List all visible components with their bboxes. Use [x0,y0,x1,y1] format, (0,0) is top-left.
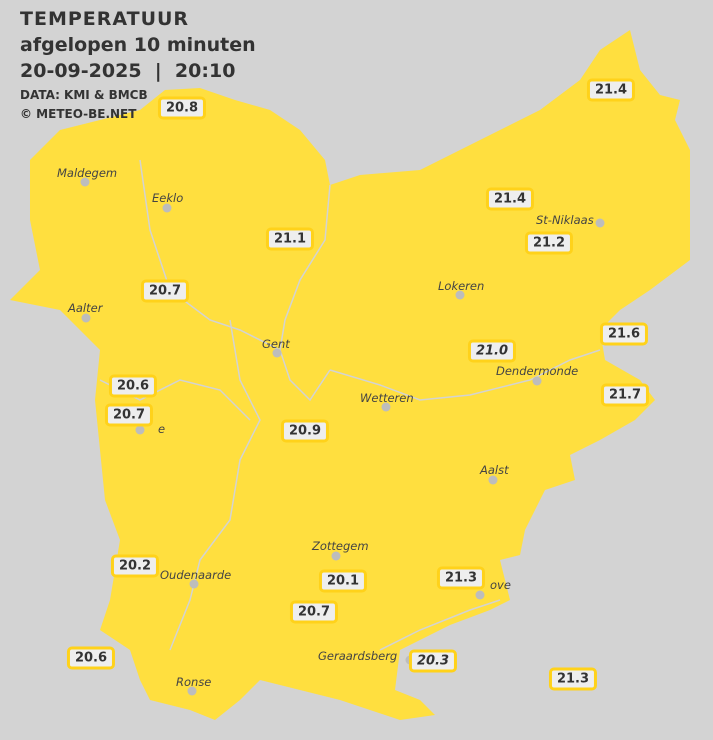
temperature-label: 20.7 [140,279,190,303]
temperature-label: 21.6 [599,322,649,346]
temperature-label: 21.3 [436,566,486,590]
city-dot [381,402,391,412]
city-label: Gent [262,337,290,351]
temperature-label: 21.0 [467,339,517,363]
temperature-label: 21.3 [548,667,598,691]
map-datetime: 20-09-2025 | 20:10 [20,60,236,82]
temperature-label: 20.6 [66,646,116,670]
temperature-label: 20.9 [280,419,330,443]
temperature-label: 20.3 [408,649,458,673]
temperature-label: 21.1 [265,227,315,251]
city-label: Eeklo [152,191,184,205]
city-label: Aalter [68,301,103,315]
temperature-label: 20.6 [108,374,158,398]
city-dot [455,290,465,300]
municipal-borders [99,159,601,651]
temperature-label: 20.1 [318,569,368,593]
temperature-label: 21.4 [586,78,636,102]
city-dot [272,348,282,358]
city-dot [595,218,605,228]
city-label: Geraardsberg [318,649,398,663]
city-dot [80,177,90,187]
temperature-label: 20.2 [110,554,160,578]
city-dot [475,590,485,600]
city-dot [532,376,542,386]
city-label: e [158,422,166,436]
city-label: St-Niklaas [536,213,594,227]
city-label: Lokeren [438,279,485,293]
temperature-label: 21.4 [485,187,535,211]
temperature-label: 20.8 [157,96,207,120]
city-dot [187,686,197,696]
data-source: DATA: KMI & BMCB [20,88,148,102]
map-title: TEMPERATUUR [20,8,190,30]
temperature-label: 21.2 [524,231,574,255]
city-dot [189,579,199,589]
city-label: ove [490,578,511,592]
temperature-label: 20.7 [104,403,154,427]
city-label: Wetteren [360,391,414,405]
city-label: Maldegem [57,166,118,180]
city-label: Dendermonde [496,364,579,378]
city-label: Aalst [480,463,509,477]
city-dot [488,475,498,485]
city-label: Oudenaarde [160,568,232,582]
map-subtitle: afgelopen 10 minuten [20,34,256,56]
city-dot [162,203,172,213]
city-dot [331,551,341,561]
copyright: © METEO-BE.NET [20,107,137,121]
city-dot [135,425,145,435]
temperature-label: 21.7 [600,383,650,407]
temperature-label: 20.7 [289,600,339,624]
city-label: Zottegem [312,539,369,553]
city-dot [81,313,91,323]
city-label: Ronse [176,675,212,689]
